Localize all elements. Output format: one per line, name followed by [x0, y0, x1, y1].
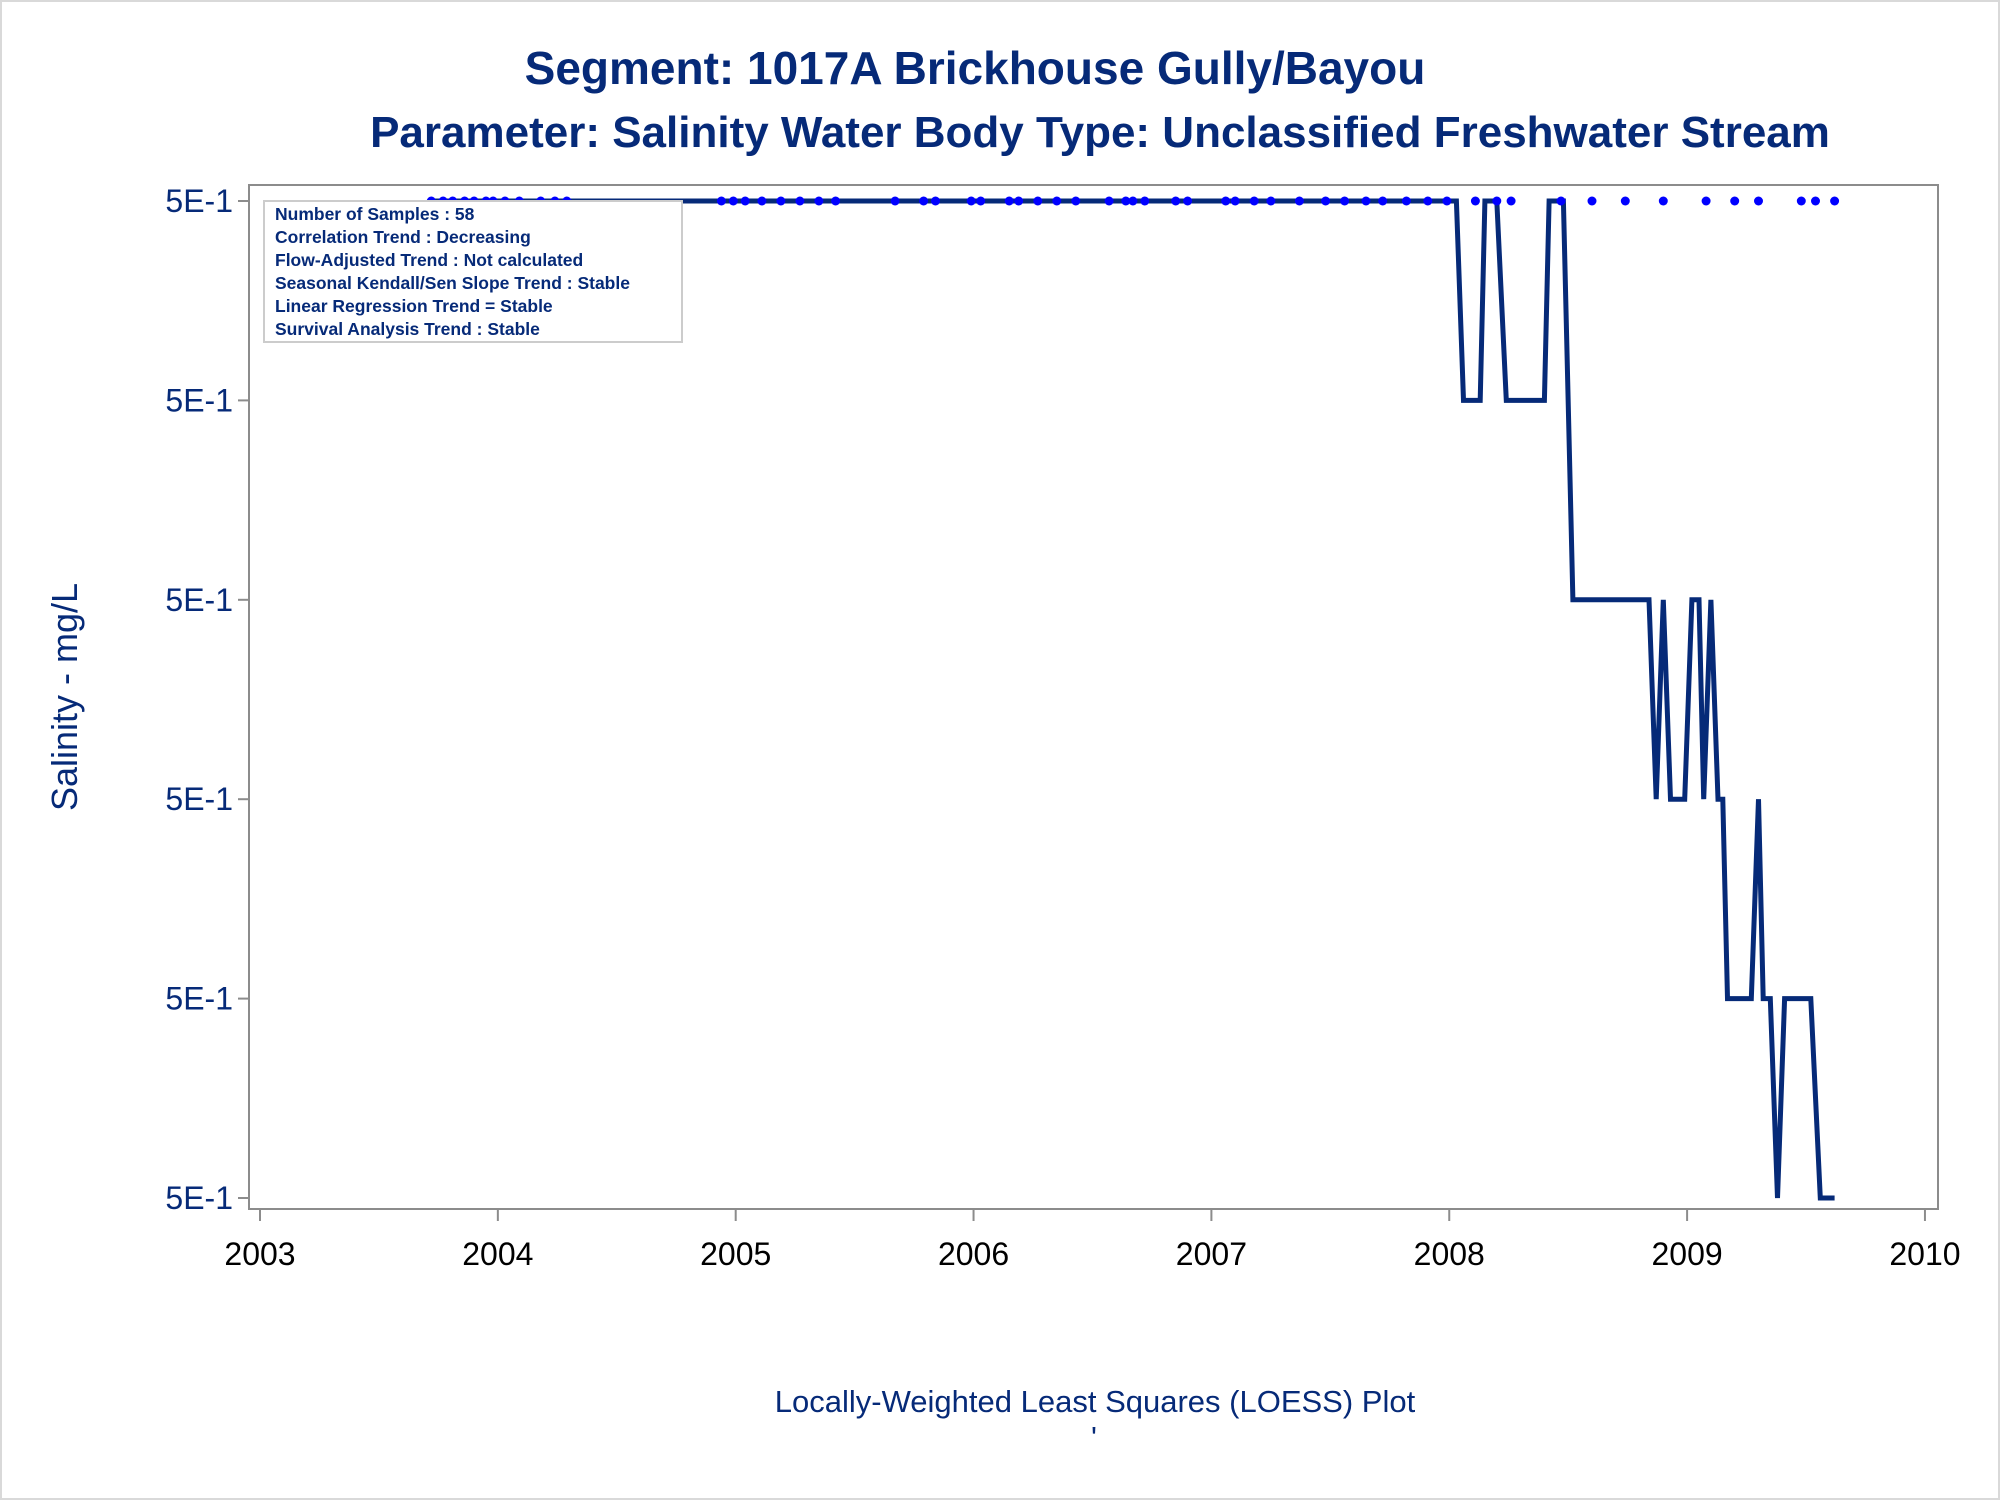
- x-tick-label: 2007: [1176, 1236, 1247, 1272]
- stats-box: Number of Samples : 58 Correlation Trend…: [263, 200, 683, 343]
- sample-point: [1378, 196, 1388, 206]
- sample-point: [1470, 196, 1480, 206]
- chart-caption: Locally-Weighted Least Squares (LOESS) P…: [775, 1384, 1416, 1419]
- x-tick-label: 2004: [462, 1236, 533, 1272]
- sample-point: [1401, 196, 1411, 206]
- sample-point: [1754, 196, 1763, 206]
- sample-point: [1230, 196, 1240, 206]
- x-tick-label: 2008: [1414, 1236, 1485, 1272]
- sample-point: [1014, 196, 1024, 206]
- x-tick-label: 2005: [700, 1236, 771, 1272]
- stats-line-seasonal-kendall: Seasonal Kendall/Sen Slope Trend : Stabl…: [275, 273, 630, 293]
- chart-subtitle: Parameter: Salinity Water Body Type: Unc…: [370, 108, 1830, 157]
- sample-point: [740, 196, 750, 206]
- sample-point: [931, 196, 940, 206]
- sample-point: [776, 196, 786, 206]
- caption-mark: ': [1091, 1420, 1097, 1455]
- y-tick-label: 5E-1: [165, 582, 233, 618]
- sample-point: [890, 196, 900, 206]
- sample-point: [1620, 196, 1630, 206]
- sample-point: [1361, 196, 1371, 206]
- sample-point: [1171, 196, 1181, 206]
- sample-point: [1321, 196, 1331, 206]
- stats-line-correlation: Correlation Trend : Decreasing: [275, 227, 531, 247]
- y-tick-label: 5E-1: [165, 781, 233, 817]
- sample-point: [1506, 196, 1516, 206]
- sample-point: [1442, 196, 1452, 206]
- x-tick-label: 2006: [938, 1236, 1009, 1272]
- loess-line: [431, 198, 1835, 1201]
- x-tick-label: 2010: [1889, 1236, 1960, 1272]
- sample-point: [1128, 196, 1138, 206]
- sample-point: [716, 196, 726, 206]
- sample-point: [919, 196, 929, 206]
- sample-point: [1556, 196, 1566, 206]
- sample-point: [1423, 196, 1433, 206]
- sample-point: [728, 196, 738, 206]
- sample-point: [1830, 196, 1840, 206]
- sample-point: [757, 196, 767, 206]
- sample-point: [1183, 196, 1193, 206]
- y-tick-label: 5E-1: [165, 183, 233, 219]
- sample-point: [1249, 196, 1259, 206]
- sample-point: [795, 196, 805, 206]
- sample-point: [1071, 196, 1081, 206]
- stats-line-samples: Number of Samples : 58: [275, 204, 475, 224]
- chart-title: Segment: 1017A Brickhouse Gully/Bayou: [525, 42, 1426, 94]
- sample-point: [976, 196, 986, 206]
- plot-marks: [426, 196, 1840, 1201]
- y-tick-label: 5E-1: [165, 382, 233, 418]
- sample-point: [1294, 196, 1304, 206]
- sample-point: [1730, 196, 1740, 206]
- sample-point: [1701, 196, 1711, 206]
- sample-point: [1121, 196, 1131, 206]
- plot-area: [248, 184, 1939, 1210]
- x-tick-label: 2003: [224, 1236, 295, 1272]
- sample-point: [1340, 196, 1350, 206]
- sample-point: [1033, 196, 1043, 206]
- sample-point: [814, 196, 824, 206]
- sample-point: [1052, 196, 1062, 206]
- sample-point: [1266, 196, 1276, 206]
- sample-point: [1221, 196, 1231, 206]
- stats-box-border: [263, 200, 683, 343]
- y-axis-label: Salinity - mg/L: [44, 583, 85, 811]
- y-tick-label: 5E-1: [165, 981, 233, 1017]
- y-axis: 5E-1 5E-1 5E-1 5E-1 5E-1 5E-1: [165, 183, 249, 1216]
- sample-point: [1796, 196, 1806, 206]
- sample-point: [1492, 196, 1502, 206]
- x-axis: 2003 2004 2005 2006 2007 2008 2009 2010: [224, 1209, 1961, 1272]
- x-tick-label: 2009: [1652, 1236, 1723, 1272]
- sample-point: [1587, 196, 1597, 206]
- y-tick-label: 5E-1: [165, 1180, 233, 1216]
- sample-point: [1004, 196, 1014, 206]
- sample-point: [1140, 196, 1150, 206]
- stats-line-flow-adjusted: Flow-Adjusted Trend : Not calculated: [275, 250, 583, 270]
- sample-point: [1811, 196, 1820, 206]
- stats-line-survival: Survival Analysis Trend : Stable: [275, 319, 540, 339]
- sample-point: [1104, 196, 1114, 206]
- sample-point: [966, 196, 976, 206]
- stats-line-linear-regression: Linear Regression Trend = Stable: [275, 296, 553, 316]
- sample-point: [1658, 196, 1668, 206]
- sample-point: [831, 196, 841, 206]
